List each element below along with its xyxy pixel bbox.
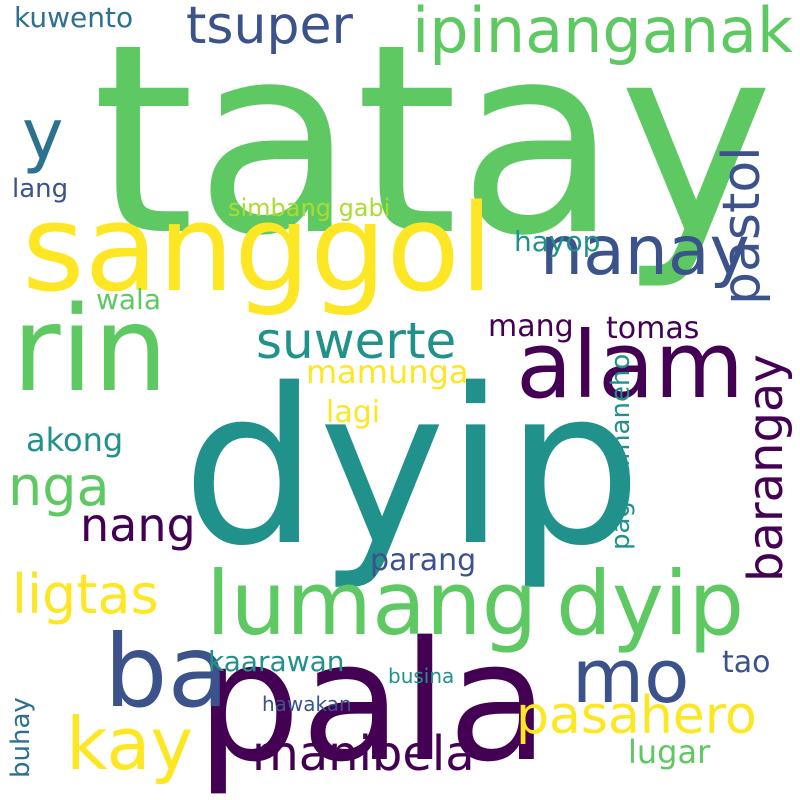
word-manibela: manibela xyxy=(252,726,475,782)
word-ba: ba xyxy=(104,613,229,730)
word-barangay: barangay xyxy=(738,354,794,582)
word-hayop: hayop xyxy=(514,225,601,258)
word-suwerte: suwerte xyxy=(256,312,457,370)
word-dyip: dyip xyxy=(182,342,642,593)
word-parang: parang xyxy=(370,543,477,578)
word-lugar: lugar xyxy=(628,733,711,771)
word-mo: mo xyxy=(572,634,690,720)
word-tatay: tatay xyxy=(92,0,774,293)
word-lumang: lumang xyxy=(206,552,538,655)
word-lang: lang xyxy=(12,174,69,204)
word-dyip-2: dyip xyxy=(556,552,745,655)
word-mang: mang xyxy=(488,309,574,344)
word-buhay: buhay xyxy=(6,697,36,778)
word-wala: wala xyxy=(96,283,161,316)
word-pastol: pastol xyxy=(712,146,772,305)
word-y: y xyxy=(22,94,64,176)
word-sanggol: sanggol xyxy=(22,180,494,319)
word-tao: tao xyxy=(722,645,771,680)
word-busina: busina xyxy=(388,664,455,688)
word-nang: nang xyxy=(80,498,196,552)
word-nanay: nanay xyxy=(540,212,750,291)
word-akong: akong xyxy=(26,421,124,459)
word-kuwento: kuwento xyxy=(14,1,134,34)
word-ligtas: ligtas xyxy=(12,563,159,626)
word-rin: rin xyxy=(12,280,169,418)
word-hawakan: hawakan xyxy=(262,692,352,716)
word-ipinanganak: ipinanganak xyxy=(412,0,793,67)
word-pagmamaneho: pagmamaneho xyxy=(606,353,636,550)
word-mamunga: mamunga xyxy=(306,353,469,391)
word-kay: kay xyxy=(66,702,194,786)
word-nga: nga xyxy=(8,455,110,518)
word-lagi: lagi xyxy=(326,395,381,430)
word-tomas: tomas xyxy=(606,311,700,346)
word-alam: alam xyxy=(516,312,744,419)
word-pala: pala xyxy=(196,606,549,798)
word-simbang-gabi: simbang gabi xyxy=(228,194,391,222)
word-tsuper: tsuper xyxy=(186,0,353,56)
word-kaarawan: kaarawan xyxy=(208,645,345,678)
word-pasahero: pasahero xyxy=(516,686,757,746)
